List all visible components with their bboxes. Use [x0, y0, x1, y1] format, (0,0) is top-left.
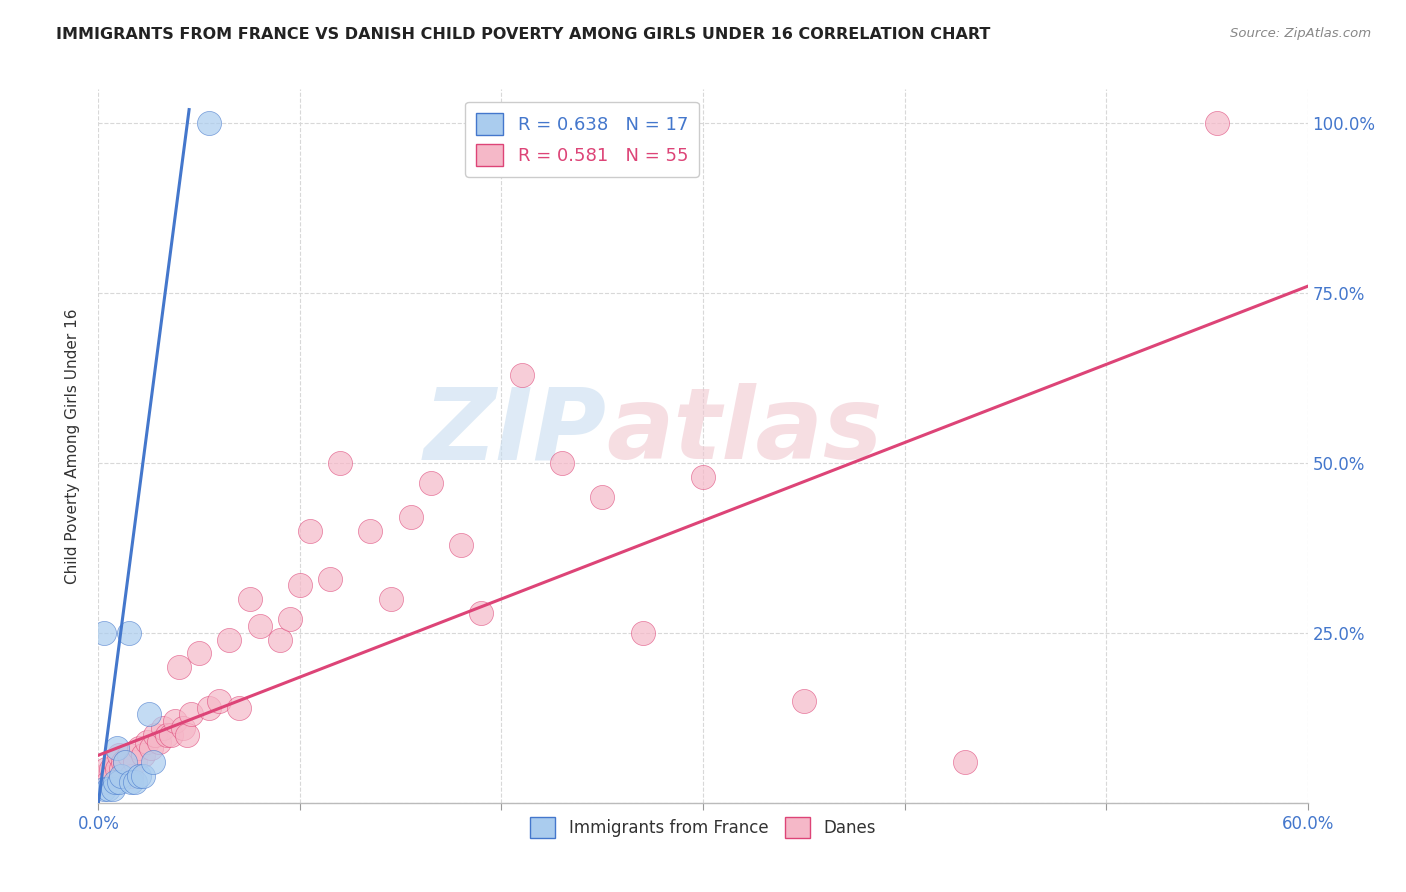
Point: [631, 626, 654, 640]
Text: IMMIGRANTS FROM FRANCE VS DANISH CHILD POVERTY AMONG GIRLS UNDER 16 CORRELATION : IMMIGRANTS FROM FRANCE VS DANISH CHILD P…: [56, 27, 991, 42]
Point: [93, 782, 115, 797]
Point: [510, 368, 533, 382]
Point: [132, 769, 155, 783]
Point: [135, 734, 157, 748]
Point: [124, 755, 146, 769]
Point: [118, 626, 141, 640]
Point: [249, 619, 271, 633]
Point: [591, 490, 613, 504]
Point: [152, 721, 174, 735]
Point: [114, 755, 136, 769]
Point: [101, 769, 124, 783]
Point: [110, 769, 132, 783]
Point: [138, 707, 160, 722]
Point: [105, 741, 128, 756]
Point: [114, 755, 136, 769]
Point: [269, 632, 291, 647]
Point: [793, 694, 815, 708]
Text: atlas: atlas: [606, 384, 883, 480]
Legend: Immigrants from France, Danes: Immigrants from France, Danes: [523, 811, 883, 845]
Text: Source: ZipAtlas.com: Source: ZipAtlas.com: [1230, 27, 1371, 40]
Point: [198, 116, 221, 130]
Point: [143, 728, 166, 742]
Point: [470, 606, 492, 620]
Point: [124, 775, 146, 789]
Y-axis label: Child Poverty Among Girls Under 16: Child Poverty Among Girls Under 16: [65, 309, 80, 583]
Point: [148, 734, 170, 748]
Point: [105, 762, 128, 776]
Point: [97, 782, 120, 797]
Point: [278, 612, 301, 626]
Point: [163, 714, 186, 729]
Point: [107, 775, 129, 789]
Point: [239, 591, 262, 606]
Point: [139, 741, 162, 756]
Point: [156, 728, 179, 742]
Point: [1206, 116, 1229, 130]
Point: [93, 769, 115, 783]
Point: [97, 775, 120, 789]
Point: [93, 626, 115, 640]
Point: [692, 469, 714, 483]
Point: [551, 456, 574, 470]
Point: [319, 572, 342, 586]
Point: [380, 591, 402, 606]
Point: [953, 755, 976, 769]
Point: [120, 769, 142, 783]
Point: [180, 707, 202, 722]
Point: [101, 782, 124, 797]
Point: [172, 721, 194, 735]
Point: [188, 646, 211, 660]
Point: [160, 728, 183, 742]
Point: [103, 775, 125, 789]
Point: [399, 510, 422, 524]
Point: [118, 748, 141, 763]
Point: [111, 755, 134, 769]
Point: [120, 775, 142, 789]
Point: [100, 762, 122, 776]
Point: [107, 748, 129, 763]
Point: [142, 755, 165, 769]
Point: [228, 700, 250, 714]
Point: [218, 632, 240, 647]
Point: [128, 769, 150, 783]
Point: [420, 476, 443, 491]
Point: [128, 741, 150, 756]
Point: [103, 755, 125, 769]
Point: [288, 578, 311, 592]
Point: [198, 700, 221, 714]
Point: [360, 524, 382, 538]
Point: [299, 524, 322, 538]
Point: [176, 728, 198, 742]
Point: [450, 537, 472, 551]
Text: ZIP: ZIP: [423, 384, 606, 480]
Point: [167, 660, 190, 674]
Point: [110, 762, 132, 776]
Point: [96, 762, 118, 776]
Point: [208, 694, 231, 708]
Point: [132, 748, 155, 763]
Point: [329, 456, 352, 470]
